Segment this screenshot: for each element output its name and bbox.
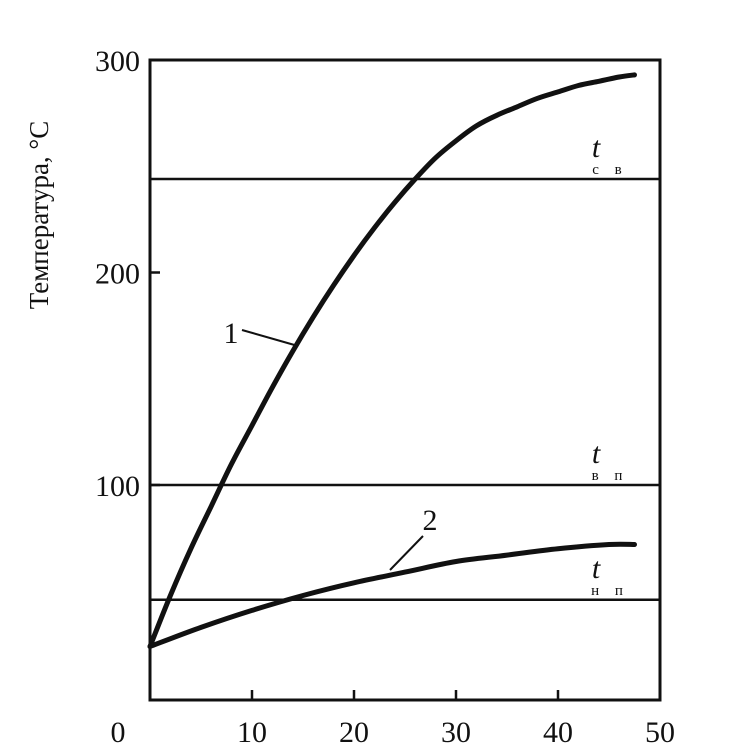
x-tick-label-30: 30 xyxy=(441,716,471,749)
reference-line-label-1: t xyxy=(592,131,601,164)
x-tick-label-40: 40 xyxy=(543,716,573,749)
x-tick-label-20: 20 xyxy=(339,716,369,749)
x-tick-label-10: 10 xyxy=(237,716,267,749)
series-curves xyxy=(147,72,637,649)
reference-line-sublabel-3: н п xyxy=(591,583,629,599)
axis-ticks xyxy=(150,58,560,700)
series-2-label: 2 xyxy=(423,504,438,537)
y-axis-title: Температура, °С xyxy=(24,121,54,310)
x-tick-label-50: 50 xyxy=(645,716,675,749)
reference-line-label-2: t xyxy=(592,437,601,470)
series-2-leader xyxy=(389,535,424,571)
reference-lines xyxy=(150,177,660,601)
reference-line-label-3: t xyxy=(592,552,601,585)
plot-frame xyxy=(148,58,662,702)
series-1-curve xyxy=(147,72,637,649)
x-tick-label-0: 0 xyxy=(111,716,126,749)
series-2-curve xyxy=(147,541,637,649)
y-tick-label-300: 300 xyxy=(95,45,140,78)
y-tick-label-100: 100 xyxy=(95,470,140,503)
reference-line-sublabel-1: с в xyxy=(592,162,628,178)
series-1-leader xyxy=(241,329,299,347)
reference-line-sublabel-2: в п xyxy=(592,468,629,484)
series-1-label: 1 xyxy=(224,317,239,350)
y-tick-label-200: 200 xyxy=(95,258,140,291)
